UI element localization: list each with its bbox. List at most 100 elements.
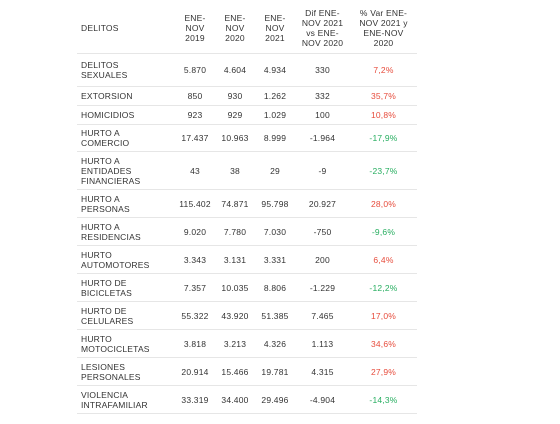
cell-2020: 930 <box>215 86 255 106</box>
cell-delito: VIOLENCIA INTRAFAMILIAR <box>77 385 175 414</box>
header-2019: ENE- NOV 2019 <box>175 2 215 54</box>
cell-percent-variation: 7,2% <box>350 53 417 87</box>
cell-delito: HURTO A ENTIDADES FINANCIERAS <box>77 151 175 190</box>
cell-difference: -750 <box>295 217 350 246</box>
cell-percent-variation: 34,6% <box>350 329 417 358</box>
cell-2019: 7.357 <box>175 273 215 302</box>
cell-2021: 4.934 <box>255 53 295 87</box>
cell-delito: HURTO A COMERCIO <box>77 124 175 152</box>
cell-2021: 3.331 <box>255 245 295 274</box>
cell-2020: 38 <box>215 151 255 190</box>
cell-2021: 1.029 <box>255 105 295 125</box>
cell-2021: 29.496 <box>255 385 295 414</box>
cell-delito: HURTO MOTOCICLETAS <box>77 329 175 358</box>
cell-difference: 332 <box>295 86 350 106</box>
cell-2019: 9.020 <box>175 217 215 246</box>
cell-2020: 7.780 <box>215 217 255 246</box>
crime-table-container: DELITOS ENE- NOV 2019 ENE- NOV 2020 ENE- NOV 2… <box>77 2 417 414</box>
cell-2019: 5.870 <box>175 53 215 87</box>
cell-percent-variation: -12,2% <box>350 273 417 302</box>
table-row: DELITOS SEXUALES 5.870 4.604 4.934 330 7,2% <box>77 53 417 87</box>
cell-2019: 20.914 <box>175 357 215 386</box>
table-row: LESIONES PERSONALES 20.914 15.466 19.781 4.31… <box>77 357 417 386</box>
cell-2020: 4.604 <box>215 53 255 87</box>
cell-2020: 10.035 <box>215 273 255 302</box>
cell-2021: 4.326 <box>255 329 295 358</box>
cell-2021: 29 <box>255 151 295 190</box>
header-difference: Dif ENE- NOV 2021 vs ENE- NOV 2020 <box>295 2 350 54</box>
cell-difference: -1.229 <box>295 273 350 302</box>
cell-difference: -9 <box>295 151 350 190</box>
cell-2021: 8.999 <box>255 124 295 152</box>
cell-delito: HURTO A PERSONAS <box>77 189 175 218</box>
table-row: HURTO A ENTIDADES FINANCIERAS 43 38 29 -9 -23,7… <box>77 151 417 190</box>
cell-percent-variation: 27,9% <box>350 357 417 386</box>
table-row: HOMICIDIOS 923 929 1.029 100 10,8% <box>77 105 417 125</box>
cell-difference: -4.904 <box>295 385 350 414</box>
cell-difference: 7.465 <box>295 301 350 330</box>
cell-2019: 115.402 <box>175 189 215 218</box>
cell-2019: 3.343 <box>175 245 215 274</box>
cell-2021: 95.798 <box>255 189 295 218</box>
table-row: VIOLENCIA INTRAFAMILIAR 33.319 34.400 29.496… <box>77 385 417 414</box>
cell-delito: DELITOS SEXUALES <box>77 53 175 87</box>
cell-2019: 55.322 <box>175 301 215 330</box>
cell-delito: HOMICIDIOS <box>77 105 175 125</box>
cell-delito: EXTORSION <box>77 86 175 106</box>
crime-comparison-table: DELITOS ENE- NOV 2019 ENE- NOV 2020 ENE- NOV 2… <box>77 2 417 414</box>
header-delitos: DELITOS <box>77 2 175 54</box>
table-row: HURTO DE CELULARES 55.322 43.920 51.385 7.465… <box>77 301 417 330</box>
cell-2020: 74.871 <box>215 189 255 218</box>
cell-2019: 43 <box>175 151 215 190</box>
cell-2020: 3.213 <box>215 329 255 358</box>
cell-delito: HURTO DE CELULARES <box>77 301 175 330</box>
cell-percent-variation: 28,0% <box>350 189 417 218</box>
cell-percent-variation: -23,7% <box>350 151 417 190</box>
cell-2020: 3.131 <box>215 245 255 274</box>
cell-delito: HURTO AUTOMOTORES <box>77 245 175 274</box>
cell-percent-variation: 35,7% <box>350 86 417 106</box>
table-row: HURTO A COMERCIO 17.437 10.963 8.999 -1.964 -1… <box>77 124 417 152</box>
cell-2021: 51.385 <box>255 301 295 330</box>
cell-percent-variation: 6,4% <box>350 245 417 274</box>
cell-difference: 4.315 <box>295 357 350 386</box>
table-header-row: DELITOS ENE- NOV 2019 ENE- NOV 2020 ENE- NOV 2… <box>77 2 417 54</box>
cell-delito: HURTO A RESIDENCIAS <box>77 217 175 246</box>
table-row: HURTO A PERSONAS 115.402 74.871 95.798 20.927… <box>77 189 417 218</box>
table-body: DELITOS SEXUALES 5.870 4.604 4.934 330 7,2% EXT… <box>77 53 417 414</box>
table-row: HURTO AUTOMOTORES 3.343 3.131 3.331 200 6,4% <box>77 245 417 274</box>
cell-percent-variation: 17,0% <box>350 301 417 330</box>
cell-percent-variation: -14,3% <box>350 385 417 414</box>
cell-difference: 200 <box>295 245 350 274</box>
cell-2019: 17.437 <box>175 124 215 152</box>
cell-2020: 43.920 <box>215 301 255 330</box>
cell-2021: 7.030 <box>255 217 295 246</box>
cell-2019: 33.319 <box>175 385 215 414</box>
cell-percent-variation: -9,6% <box>350 217 417 246</box>
cell-2019: 850 <box>175 86 215 106</box>
cell-difference: 1.113 <box>295 329 350 358</box>
header-2021: ENE- NOV 2021 <box>255 2 295 54</box>
cell-difference: -1.964 <box>295 124 350 152</box>
table-row: HURTO DE BICICLETAS 7.357 10.035 8.806 -1.229… <box>77 273 417 302</box>
cell-2021: 19.781 <box>255 357 295 386</box>
cell-percent-variation: 10,8% <box>350 105 417 125</box>
header-2020: ENE- NOV 2020 <box>215 2 255 54</box>
cell-2021: 1.262 <box>255 86 295 106</box>
table-row: EXTORSION 850 930 1.262 332 35,7% <box>77 86 417 106</box>
cell-delito: LESIONES PERSONALES <box>77 357 175 386</box>
cell-2020: 10.963 <box>215 124 255 152</box>
header-percent-variation: % Var ENE- NOV 2021 y ENE-NOV 2020 <box>350 2 417 54</box>
cell-2019: 3.818 <box>175 329 215 358</box>
cell-difference: 330 <box>295 53 350 87</box>
cell-delito: HURTO DE BICICLETAS <box>77 273 175 302</box>
cell-difference: 20.927 <box>295 189 350 218</box>
table-row: HURTO A RESIDENCIAS 9.020 7.780 7.030 -750 -9,… <box>77 217 417 246</box>
cell-difference: 100 <box>295 105 350 125</box>
cell-2020: 15.466 <box>215 357 255 386</box>
cell-2020: 34.400 <box>215 385 255 414</box>
cell-2020: 929 <box>215 105 255 125</box>
table-row: HURTO MOTOCICLETAS 3.818 3.213 4.326 1.113 34,… <box>77 329 417 358</box>
cell-2021: 8.806 <box>255 273 295 302</box>
cell-2019: 923 <box>175 105 215 125</box>
